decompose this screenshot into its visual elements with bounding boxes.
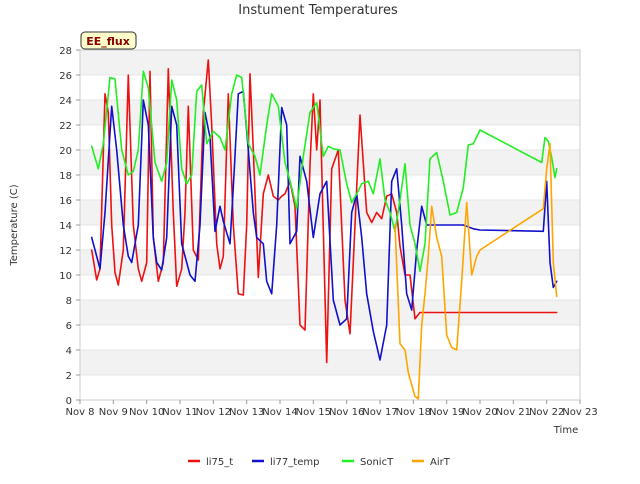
legend-label: li77_temp [270,457,319,468]
series-layer [90,59,558,400]
y-tick-label: 20 [59,146,72,157]
y-tick-label: 12 [59,246,72,257]
y-tick-label: 24 [59,96,72,107]
series-line-sonict [90,70,558,273]
grid-band [80,125,580,150]
grid-band [80,375,580,400]
grid-band [80,175,580,200]
y-tick-label: 18 [59,171,72,182]
x-tick-label: Nov 11 [162,407,197,418]
grid-band [80,325,580,350]
x-tick-label: Nov 20 [462,407,497,418]
grid-band [80,100,580,125]
legend-label: SonicT [360,457,394,468]
x-tick-label: Nov 9 [99,407,128,418]
x-tick-label: Nov 16 [329,407,364,418]
grid-band [80,50,580,75]
y-tick-label: 10 [59,271,72,282]
series-line-airt [394,143,558,400]
y-tick-label: 26 [59,71,72,82]
y-tick-label: 8 [66,296,72,307]
x-tick-label: Nov 23 [562,407,597,418]
y-tick-label: 16 [59,196,72,207]
x-tick-label: Nov 19 [429,407,464,418]
x-tick-label: Nov 10 [129,407,164,418]
y-tick-label: 4 [66,346,72,357]
x-tick-label: Nov 21 [496,407,531,418]
y-tick-label: 28 [59,46,72,57]
grid-band [80,275,580,300]
y-tick-label: 14 [59,221,72,232]
y-axis-label: Temperature (C) [9,184,20,266]
series-line-li77-temp [90,90,558,361]
x-tick-label: Nov 22 [529,407,564,418]
annotation-label: EE_flux [86,35,130,48]
x-tick-label: Nov 12 [196,407,231,418]
chart-title: Instument Temperatures [238,3,398,18]
x-axis-label: Time [553,425,578,436]
y-tick-label: 0 [66,396,72,407]
legend: li75_t li77_temp SonicT AirT [188,457,451,468]
legend-label: AirT [430,457,451,468]
x-tick-label: Nov 15 [296,407,331,418]
legend-label: li75_t [206,457,233,468]
y-tick-label: 2 [66,371,72,382]
y-tick-label: 22 [59,121,72,132]
y-tick-label: 6 [66,321,72,332]
grid-band [80,75,580,100]
x-tick-label: Nov 17 [362,407,397,418]
x-tick-label: Nov 14 [262,407,297,418]
x-tick-label: Nov 18 [396,407,431,418]
x-tick-label: Nov 13 [229,407,264,418]
x-tick-label: Nov 8 [65,407,94,418]
grid-band [80,350,580,375]
annotation-box: EE_flux [80,31,137,50]
grid-band [80,150,580,175]
